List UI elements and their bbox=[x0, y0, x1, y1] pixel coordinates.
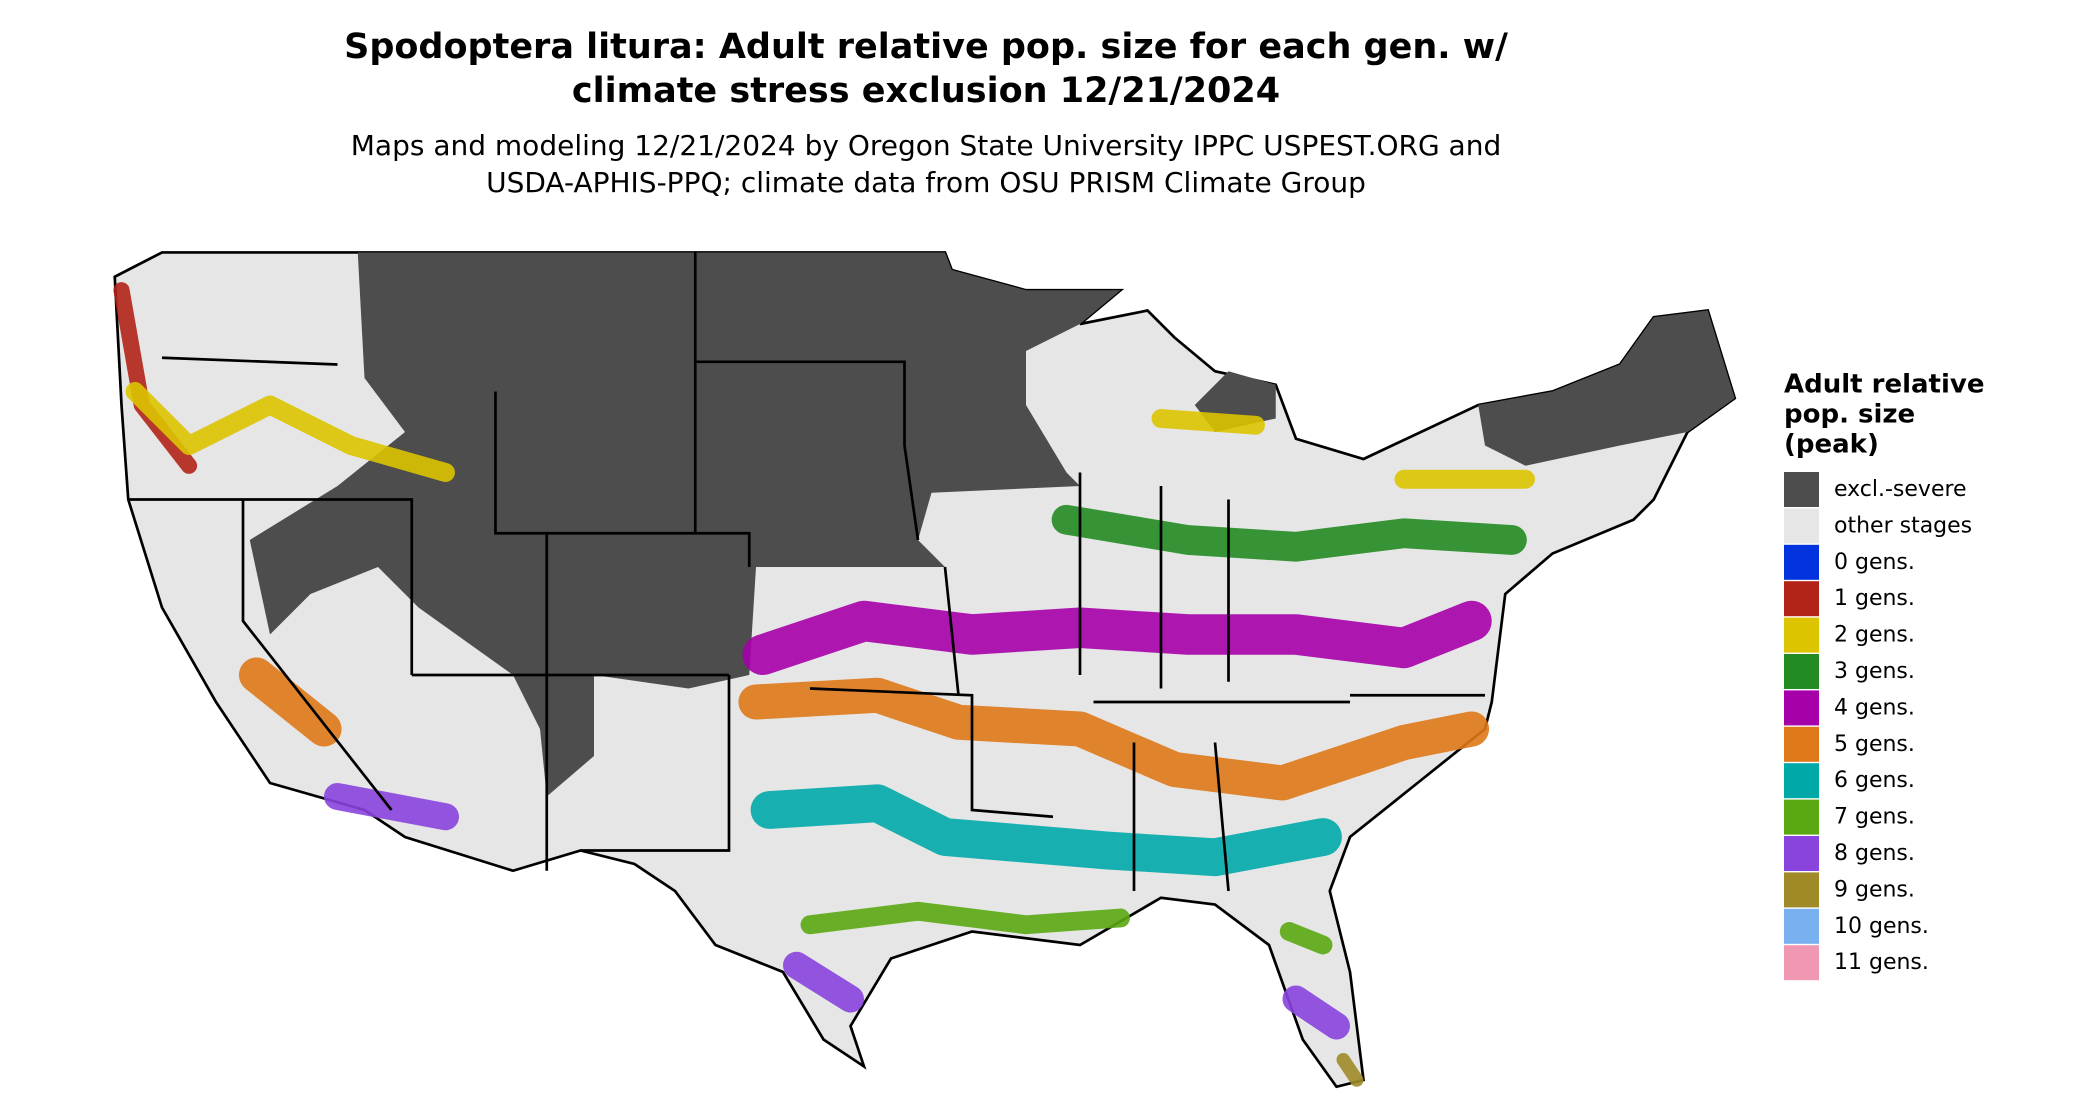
legend-swatch bbox=[1784, 544, 1819, 580]
excluded-region bbox=[1478, 310, 1735, 466]
legend-label: 8 gens. bbox=[1834, 841, 1915, 866]
gen-band bbox=[742, 600, 1492, 676]
legend-label: 5 gens. bbox=[1834, 732, 1915, 757]
title-line: climate stress exclusion 12/21/2024 bbox=[572, 71, 1280, 111]
legend-swatch bbox=[1784, 908, 1819, 944]
legend-swatch bbox=[1784, 690, 1819, 726]
legend-swatch bbox=[1784, 508, 1819, 544]
title-line: Spodoptera litura: Adult relative pop. s… bbox=[344, 27, 1508, 67]
legend-label: 7 gens. bbox=[1834, 805, 1915, 830]
subtitle-line: Maps and modeling 12/21/2024 by Oregon S… bbox=[351, 129, 1502, 162]
legend-swatch bbox=[1784, 581, 1819, 617]
gen-band bbox=[1336, 1053, 1364, 1087]
state-border bbox=[128, 252, 1486, 892]
gen-band bbox=[750, 784, 1342, 877]
legend-label: 11 gens. bbox=[1834, 950, 1929, 975]
gen-band bbox=[324, 783, 1351, 1040]
legend-swatch bbox=[1784, 836, 1819, 871]
legend-label: 6 gens. bbox=[1834, 768, 1915, 793]
legend-swatch bbox=[1784, 945, 1819, 981]
legend-label: 3 gens. bbox=[1834, 659, 1915, 684]
legend-swatch bbox=[1784, 472, 1819, 507]
legend-swatch bbox=[1784, 654, 1819, 689]
legend-swatch bbox=[1784, 763, 1819, 799]
legend-label: 2 gens. bbox=[1834, 623, 1915, 648]
legend-swatch bbox=[1784, 799, 1819, 835]
gen-band bbox=[1051, 504, 1527, 562]
legend-title: pop. size bbox=[1784, 400, 1915, 430]
gen-band bbox=[238, 657, 1490, 801]
legend-label: 1 gens. bbox=[1834, 586, 1915, 611]
legend-swatch bbox=[1784, 872, 1819, 908]
legend-label: 4 gens. bbox=[1834, 695, 1915, 720]
gen-band bbox=[800, 901, 1333, 955]
legend-label: 9 gens. bbox=[1834, 877, 1915, 902]
map bbox=[113, 251, 1737, 1089]
legend-label: 0 gens. bbox=[1834, 550, 1915, 575]
legend-label: other stages bbox=[1834, 513, 1972, 538]
gen-band bbox=[125, 382, 1535, 489]
legend-label: 10 gens. bbox=[1834, 914, 1929, 939]
subtitle-line: USDA-APHIS-PPQ; climate data from OSU PR… bbox=[486, 166, 1366, 199]
legend-title: (peak) bbox=[1784, 430, 1879, 460]
legend-swatch bbox=[1784, 617, 1819, 653]
legend-title: Adult relative bbox=[1784, 370, 1984, 400]
legend-swatch bbox=[1784, 726, 1819, 762]
legend-label: excl.-severe bbox=[1834, 477, 1967, 502]
excluded-region bbox=[249, 252, 1121, 797]
